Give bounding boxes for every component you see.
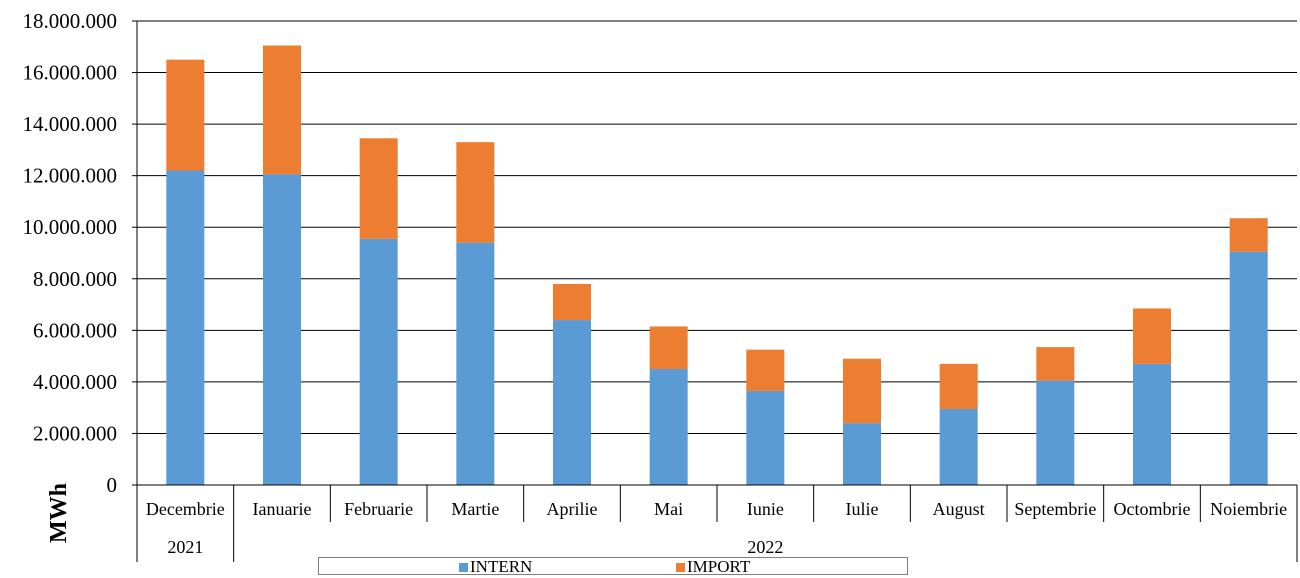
bar-intern-ianuarie: [263, 174, 301, 485]
bar-import-noiembrie: [1229, 218, 1268, 252]
legend-item-import: IMPORT: [676, 558, 750, 576]
bars: [166, 45, 1268, 485]
year-label: 2021: [167, 537, 203, 557]
gridlines: [137, 20, 1297, 434]
y-tick-label: 18.000.000: [23, 9, 118, 33]
x-tick-label: Noiembrie: [1210, 499, 1287, 519]
y-tick-label: 6.000.000: [33, 318, 117, 342]
bar-import-august: [939, 363, 978, 409]
bar-import-septembrie: [1036, 347, 1075, 381]
bar-import-februarie: [359, 138, 398, 239]
x-tick-label: Decembrie: [146, 499, 225, 519]
year-label: 2022: [747, 537, 783, 557]
x-tick-label: Iunie: [747, 499, 784, 519]
y-axis-title: MWh: [46, 483, 72, 543]
bar-intern-iunie: [746, 390, 785, 485]
bar-intern-mai: [649, 369, 688, 485]
legend-item-intern: INTERN: [459, 558, 532, 576]
x-tick-label: Mai: [654, 499, 683, 519]
x-tick-label: Iulie: [846, 499, 879, 519]
x-tick-label: Octombrie: [1114, 499, 1191, 519]
bar-import-martie: [456, 142, 495, 243]
legend-label-import: IMPORT: [687, 557, 751, 576]
x-axis: Decembrie Ianuarie Februarie Martie Aprilie M…: [136, 21, 1298, 562]
y-tick-label: 16.000.000: [23, 61, 118, 85]
y-tick-label: 12.000.000: [23, 164, 118, 188]
x-tick-label: Septembrie: [1014, 499, 1096, 519]
bar-intern-octombrie: [1133, 363, 1171, 485]
legend-swatch-import: [676, 562, 685, 572]
bar-import-octombrie: [1133, 308, 1171, 364]
y-tick-label: 10.000.000: [23, 215, 118, 239]
bar-intern-septembrie: [1036, 380, 1075, 485]
bar-intern-iulie: [843, 423, 881, 485]
bar-import-iunie: [746, 349, 785, 391]
bar-intern-decembrie: [166, 170, 205, 485]
bar-import-ianuarie: [263, 45, 301, 175]
bar-intern-martie: [456, 242, 495, 485]
y-tick-label: 0: [107, 473, 118, 497]
bar-import-decembrie: [166, 59, 205, 171]
bar-intern-februarie: [359, 238, 398, 485]
y-tick-labels: 0 2.000.000 4.000.000 6.000.000 8.000.000 10.…: [23, 9, 137, 497]
x-tick-label: Aprilie: [547, 499, 598, 519]
bar-import-iulie: [843, 358, 881, 424]
y-tick-label: 14.000.000: [23, 112, 118, 136]
x-tick-label: Ianuarie: [253, 499, 312, 519]
x-tick-label: Martie: [451, 499, 499, 519]
x-tick-label: August: [933, 499, 985, 519]
legend-label-intern: INTERN: [470, 557, 533, 576]
legend: INTERN IMPORT: [318, 557, 908, 576]
y-tick-label: 8.000.000: [33, 267, 117, 291]
legend-swatch-intern: [459, 562, 468, 572]
bar-import-mai: [649, 326, 688, 369]
x-tick-label: Februarie: [344, 499, 413, 519]
bar-intern-aprilie: [553, 320, 591, 485]
bar-intern-august: [939, 408, 978, 485]
y-tick-label: 4.000.000: [33, 370, 117, 394]
bar-import-aprilie: [553, 283, 591, 321]
bar-intern-noiembrie: [1229, 251, 1268, 485]
y-tick-label: 2.000.000: [33, 421, 117, 445]
